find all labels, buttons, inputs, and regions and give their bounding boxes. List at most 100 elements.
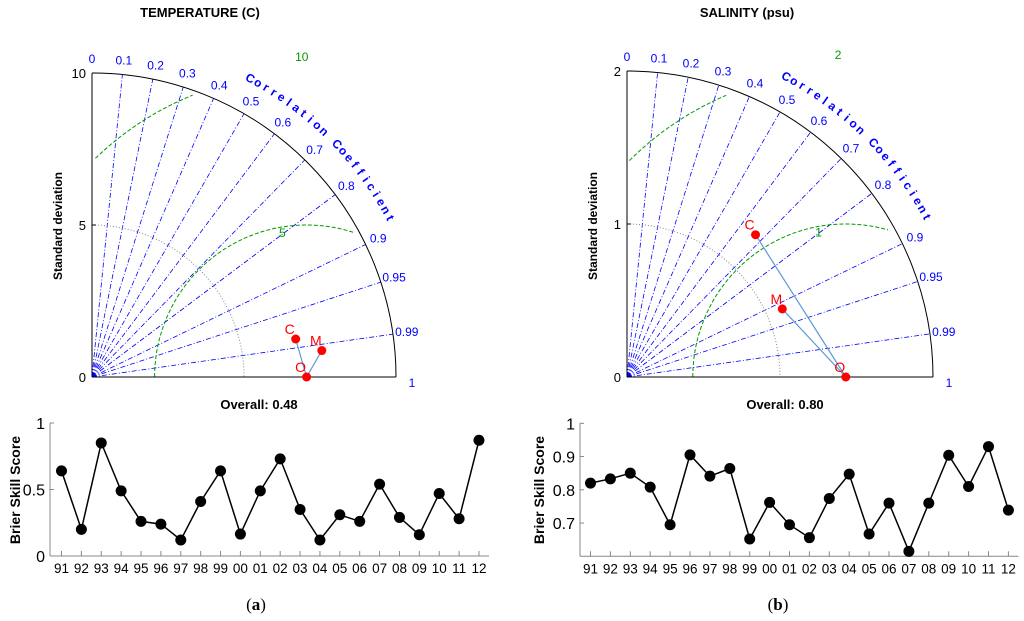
salinity-corr-ray-0.7 — [626, 158, 842, 378]
salinity-corr-tick-label-0.9: 0.9 — [907, 231, 924, 245]
temperature-bss-point-94 — [115, 485, 127, 497]
panel-label-b: (b) — [768, 595, 789, 614]
salinity-bss-series-line — [590, 444, 1010, 554]
salinity-bss-xtick-label-94: 94 — [643, 561, 659, 576]
salinity-bss-xtick-label-99: 99 — [742, 561, 757, 576]
temperature-bss-point-07 — [374, 478, 386, 490]
salinity-std-tick-label-1: 1 — [614, 217, 621, 232]
temperature-bss-point-02 — [274, 453, 286, 465]
salinity-bss-point-99 — [744, 533, 756, 545]
temperature-bss-point-91 — [56, 465, 67, 477]
salinity-corr-tick-label-0.99: 0.99 — [932, 325, 956, 339]
salinity-std-tick-label-0: 0 — [614, 370, 621, 385]
salinity-point-label-C: C — [744, 217, 754, 233]
temperature-std-tick-label-10: 10 — [72, 66, 86, 81]
temperature-corr-ray-0.6 — [91, 133, 275, 378]
temperature-bss-point-03 — [294, 503, 306, 515]
temperature-bss-xtick-label-92: 92 — [74, 561, 89, 576]
salinity-bss-ytick-label-0.7: 0.7 — [553, 516, 575, 533]
temperature-corr-ray-0.3 — [91, 86, 184, 378]
salinity-corr-tick-label-0.4: 0.4 — [747, 77, 764, 91]
salinity-connector-C — [755, 234, 847, 378]
temperature-bss-point-11 — [453, 513, 465, 525]
salinity-bss-xtick-label-11: 11 — [981, 561, 995, 576]
salinity-rms-label-1: 1 — [815, 225, 822, 239]
salinity-bss-point-91 — [585, 477, 596, 489]
salinity-corr-tick-label-0.1: 0.1 — [651, 52, 668, 66]
temperature-bss-xtick-label-05: 05 — [332, 561, 347, 576]
salinity-bss-point-06 — [883, 497, 895, 509]
panel-label-a: (a) — [246, 595, 266, 614]
salinity-corr-tick-label-0.5: 0.5 — [779, 93, 796, 107]
temperature-corr-tick-label-0.4: 0.4 — [211, 79, 228, 93]
salinity-bss-ytick-label-1: 1 — [566, 416, 575, 433]
salinity-rms-label-2: 2 — [835, 48, 842, 62]
salinity-corr-tick-label-0.2: 0.2 — [683, 56, 700, 70]
temperature-corr-tick-label-0.7: 0.7 — [306, 143, 323, 157]
salinity-corr-ray-0.4 — [626, 96, 750, 378]
salinity-bss-xtick-label-00: 00 — [762, 561, 777, 576]
salinity-bss-xtick-label-01: 01 — [782, 561, 797, 576]
salinity-point-C — [751, 230, 761, 240]
salinity-bss-xtick-label-03: 03 — [822, 561, 837, 576]
temperature-std-tick-label-5: 5 — [79, 218, 86, 233]
temperature-bss-ytick-label-0.5: 0.5 — [23, 483, 45, 500]
temperature-corr-ray-0.4 — [91, 98, 214, 378]
salinity-bss-point-00 — [764, 496, 776, 508]
salinity-corr-ray-0.3 — [626, 84, 720, 378]
salinity-bss-point-10 — [963, 480, 975, 492]
temperature-bss-point-00 — [234, 528, 246, 540]
salinity-bss-point-92 — [604, 473, 616, 485]
salinity-caption-char: l — [820, 94, 832, 108]
panel-label-b-letter: b — [773, 595, 782, 614]
salinity-overall-label: Overall: 0.80 — [746, 397, 823, 412]
temperature-corr-tick-label-0.5: 0.5 — [243, 95, 260, 109]
salinity-bss-xtick-label-97: 97 — [702, 561, 717, 576]
salinity-connector-M — [781, 308, 847, 378]
salinity-bss-point-93 — [624, 467, 636, 479]
temperature-bss-point-01 — [254, 485, 266, 497]
salinity-corr-ray-0.99 — [626, 333, 930, 378]
temperature-bss-xtick-label-11: 11 — [452, 561, 466, 576]
salinity-bss-point-07 — [903, 545, 915, 557]
salinity-point-label-O: O — [834, 359, 845, 375]
temperature-bss-xtick-label-99: 99 — [213, 561, 228, 576]
salinity-bss-xtick-label-98: 98 — [722, 561, 737, 576]
temperature-corr-tick-label-1: 1 — [409, 376, 416, 390]
salinity-bss-xtick-label-06: 06 — [881, 561, 896, 576]
temperature-bss-xtick-label-96: 96 — [153, 561, 168, 576]
salinity-bss-point-02 — [803, 532, 815, 544]
temperature-bss-xtick-label-03: 03 — [293, 561, 308, 576]
temperature-corr-ray-0.95 — [91, 281, 381, 378]
temperature-point-C — [291, 334, 301, 344]
salinity-bss-point-11 — [983, 441, 994, 453]
temperature-bss-point-92 — [75, 523, 87, 535]
temperature-bss-point-95 — [135, 515, 147, 527]
temperature-caption-char: i — [370, 189, 384, 200]
temperature-ylabel: Standard deviation — [51, 172, 65, 280]
temperature-point-M — [317, 346, 327, 356]
salinity-bss-xtick-label-02: 02 — [802, 561, 817, 576]
temperature-ref-std-arc — [91, 224, 245, 378]
salinity-bss-point-12 — [1002, 504, 1014, 516]
temperature-bss-xtick-label-09: 09 — [412, 561, 427, 576]
temperature-bss-point-98 — [195, 495, 207, 507]
temperature-rms-contour-10 — [95, 94, 193, 159]
brier-score-chart-salinity: Brier Skill Score 0.7 0.8 0.9 1 91 92 93 94 95 96… — [531, 416, 1019, 576]
temperature-bss-xtick-label-00: 00 — [233, 561, 248, 576]
salinity-bss-xtick-label-91: 91 — [583, 561, 598, 576]
temperature-corr-ray-0.99 — [91, 333, 394, 378]
temperature-bss-xtick-label-01: 01 — [253, 561, 268, 576]
temperature-title: TEMPERATURE (C) — [140, 5, 260, 20]
temperature-point-label-O: O — [295, 359, 306, 375]
salinity-bss-xtick-label-05: 05 — [862, 561, 877, 576]
temperature-bss-point-99 — [215, 465, 227, 477]
temperature-caption-char: l — [284, 96, 296, 110]
temperature-bss-xtick-label-95: 95 — [134, 561, 149, 576]
brier-score-chart-temperature: Brier Skill Score 0 0.5 1 91 92 93 94 95 96 97 98 9… — [7, 416, 489, 576]
temperature-caption-char: i — [359, 174, 373, 186]
salinity-std-tick-label-2: 2 — [614, 64, 621, 79]
temperature-bss-xtick-label-07: 07 — [372, 561, 387, 576]
salinity-bss-point-08 — [923, 497, 935, 509]
